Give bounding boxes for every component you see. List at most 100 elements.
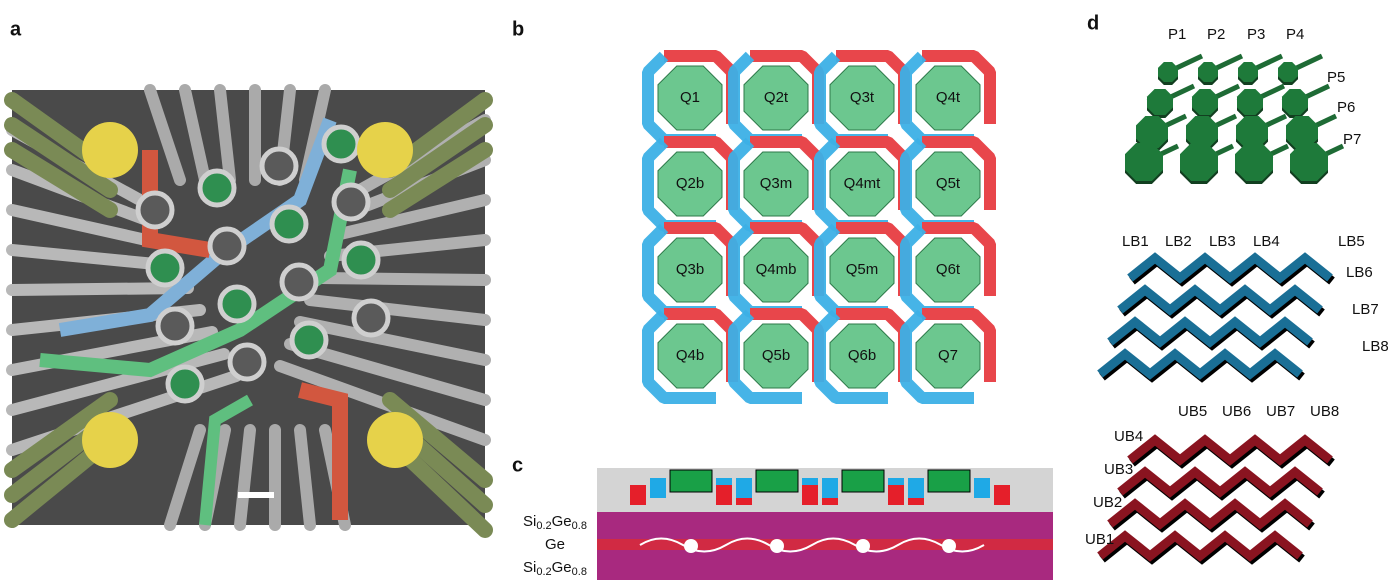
gate-label: UB3 xyxy=(1104,461,1133,478)
layer-label-part: Si xyxy=(523,513,536,530)
barrier-blue xyxy=(974,478,990,498)
gate-label: LB2 xyxy=(1165,233,1192,250)
quantum-dot xyxy=(155,306,195,346)
quantum-dot xyxy=(197,168,237,208)
plunger-gate xyxy=(1237,89,1263,115)
qubit-label: Q4mt xyxy=(844,175,882,192)
plunger xyxy=(841,469,885,493)
qubit-label: Q4b xyxy=(676,347,704,364)
quantum-dot xyxy=(135,190,175,230)
plunger-gate xyxy=(915,65,981,131)
gate-label: P1 xyxy=(1168,26,1186,43)
plunger-gate xyxy=(743,151,809,217)
plunger-gate xyxy=(1136,116,1168,148)
quantum-dot xyxy=(351,298,391,338)
bond-pad xyxy=(82,412,138,468)
barrier-red xyxy=(716,485,732,505)
qubit-label: Q4mb xyxy=(756,261,797,278)
electrode xyxy=(6,348,230,416)
gate-label: LB4 xyxy=(1253,233,1280,250)
plunger-gate xyxy=(743,323,809,389)
gate-label: LB3 xyxy=(1209,233,1236,250)
layer-label-part: 0.8 xyxy=(572,566,587,578)
electrode xyxy=(382,117,493,198)
layer-label-part: Ge xyxy=(552,559,572,576)
panel-label: b xyxy=(512,18,524,40)
electrode xyxy=(6,204,170,250)
plunger xyxy=(927,469,971,493)
electrode-red xyxy=(298,382,348,520)
plunger-gate xyxy=(657,323,723,389)
gate-label: P6 xyxy=(1337,99,1355,116)
barrier-blue xyxy=(814,309,888,404)
panel-label: d xyxy=(1087,12,1099,34)
electrode xyxy=(382,142,493,218)
gate-label: LB7 xyxy=(1352,301,1379,318)
gate-label: LB6 xyxy=(1346,264,1373,281)
electrode xyxy=(304,294,491,326)
qubit-label: Q2t xyxy=(764,89,789,106)
bond-pad xyxy=(82,122,138,178)
layer-label-part: 0.2 xyxy=(536,520,551,532)
plunger-gate xyxy=(1236,116,1268,148)
plunger-gate xyxy=(915,151,981,217)
plunger xyxy=(669,469,713,493)
plunger-gate xyxy=(1235,143,1273,181)
upper-barrier xyxy=(1117,466,1323,498)
electrode xyxy=(214,84,236,186)
plunger-gate xyxy=(1158,62,1178,82)
layer-label: Si0.2Ge0.8 xyxy=(523,559,587,578)
panel-label: c xyxy=(512,454,523,476)
barrier-blue xyxy=(822,478,838,498)
quantum-dot xyxy=(217,284,257,324)
layer-label-part: Si xyxy=(523,559,536,576)
qubit-label: Q6t xyxy=(936,261,961,278)
plunger-gate xyxy=(657,65,723,131)
qubit-label: Q7 xyxy=(938,347,958,364)
electrode xyxy=(164,424,206,531)
layer-label: Si0.2Ge0.8 xyxy=(523,513,587,532)
gate-label: UB2 xyxy=(1093,494,1122,511)
lower-barrier xyxy=(1127,252,1333,284)
quantum-dot xyxy=(259,146,299,186)
qubit-label: Q4t xyxy=(936,89,961,106)
qubit-label: Q5t xyxy=(936,175,961,192)
gate-label: P2 xyxy=(1207,26,1225,43)
sem-image xyxy=(4,84,493,538)
barrier-red xyxy=(922,222,996,296)
gate-label: UB4 xyxy=(1114,428,1143,445)
quantum-well xyxy=(597,539,1053,550)
plunger-gate xyxy=(743,65,809,131)
bond-pad xyxy=(367,412,423,468)
electrode xyxy=(314,272,491,286)
quantum-dot xyxy=(227,342,267,382)
wavefunction xyxy=(639,537,985,553)
quantum-dot xyxy=(341,240,381,280)
electrode xyxy=(382,392,493,488)
upper-barrier xyxy=(1107,498,1313,530)
plunger-gate xyxy=(1180,143,1218,181)
barrier-red xyxy=(802,485,818,505)
qubit-label: Q2b xyxy=(676,175,704,192)
plunger-gate xyxy=(1125,143,1163,181)
barrier-red xyxy=(922,308,996,382)
gate-label: LB5 xyxy=(1338,233,1365,250)
qubit-label: Q3m xyxy=(760,175,793,192)
qubit-label: Q1 xyxy=(680,89,700,106)
plunger-gate xyxy=(1238,62,1258,82)
plunger-gate xyxy=(657,237,723,303)
electrode xyxy=(234,424,256,531)
barrier-red xyxy=(922,136,996,210)
plunger-gate xyxy=(1186,116,1218,148)
barrier-blue xyxy=(650,478,666,498)
qubit-label: Q3b xyxy=(676,261,704,278)
barrier-blue xyxy=(728,309,802,404)
qubit-label: Q5b xyxy=(762,347,790,364)
electrode xyxy=(294,316,491,366)
plunger-gate xyxy=(1278,62,1298,82)
quantum-dot xyxy=(145,248,185,288)
plunger-gate xyxy=(1290,143,1328,181)
electrode-green xyxy=(39,168,357,378)
